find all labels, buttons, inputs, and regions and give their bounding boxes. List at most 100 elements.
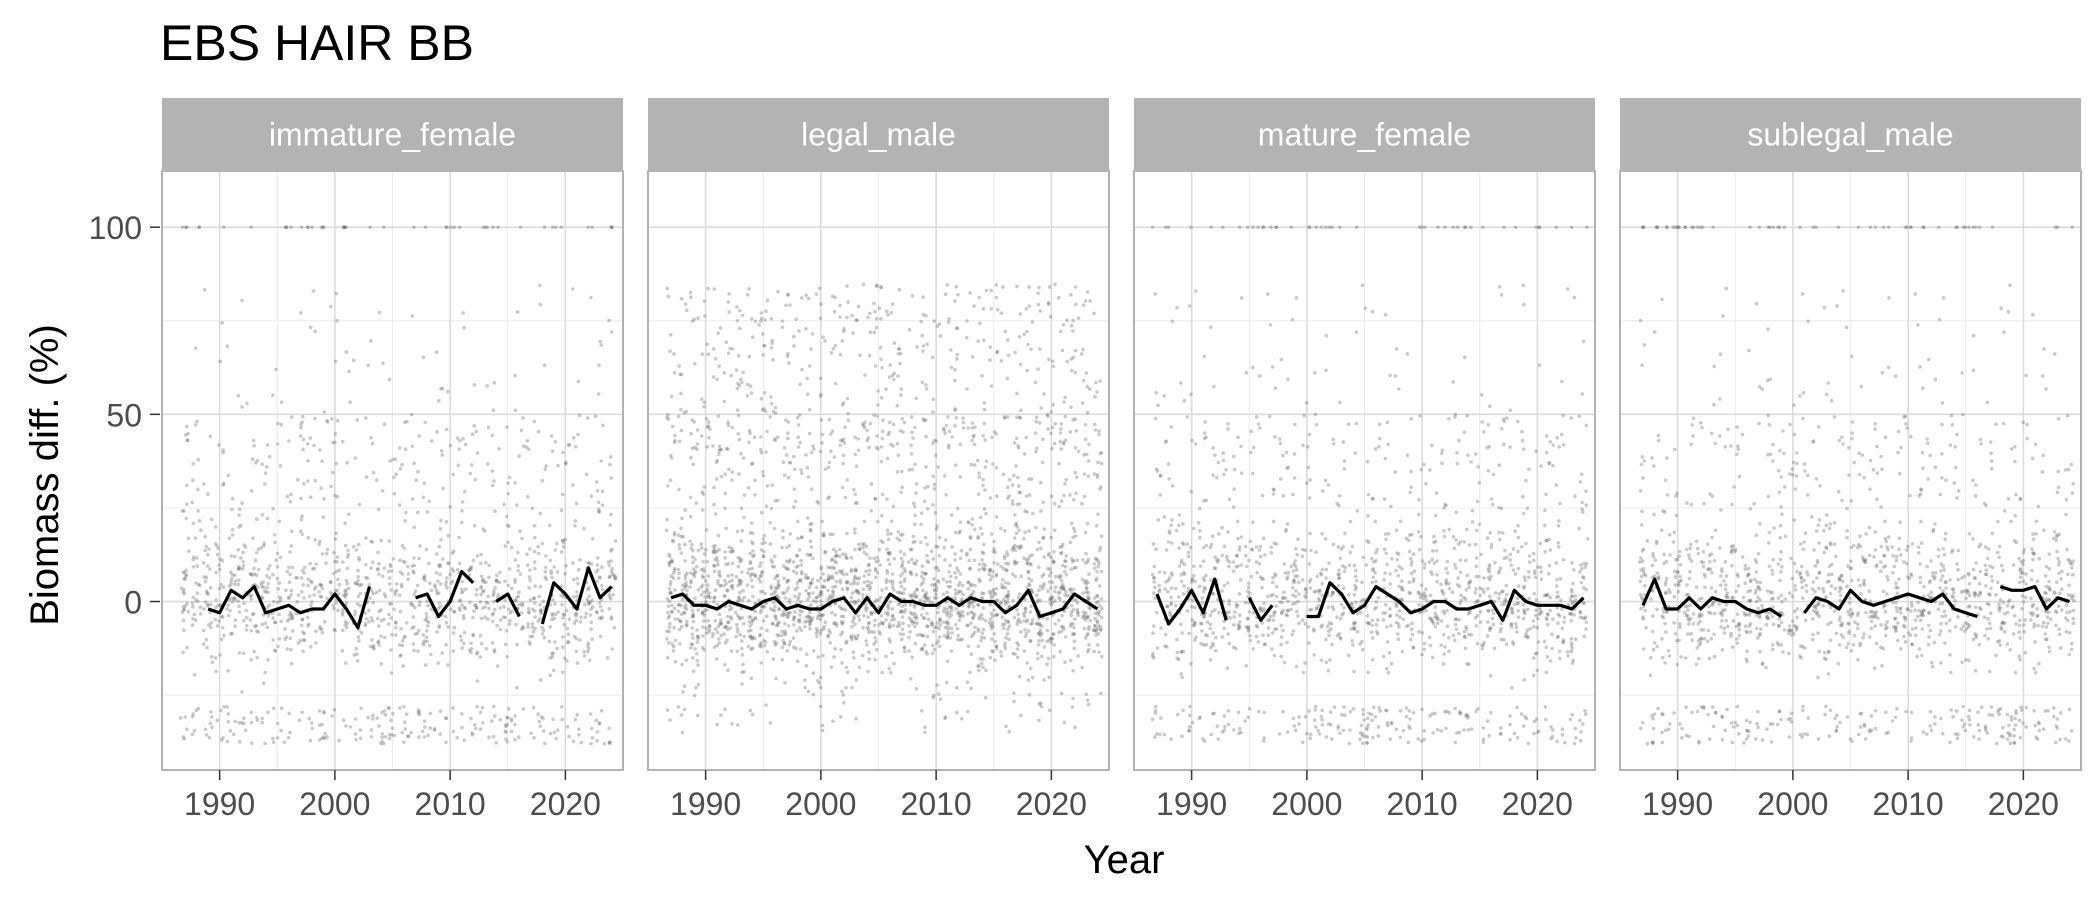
data-point: [878, 345, 883, 350]
data-point: [753, 573, 758, 577]
data-point: [1303, 548, 1307, 552]
data-point: [990, 637, 994, 641]
data-point: [498, 618, 503, 622]
data-point: [284, 225, 289, 229]
data-point: [1011, 598, 1015, 603]
data-point: [1202, 498, 1206, 503]
data-point: [690, 319, 695, 324]
data-point: [400, 462, 404, 467]
data-point: [1093, 428, 1098, 432]
data-point: [334, 569, 339, 574]
data-point: [1239, 296, 1244, 300]
data-point: [1181, 708, 1185, 713]
data-point: [1074, 491, 1078, 496]
data-point: [1308, 531, 1312, 536]
data-point: [1232, 615, 1236, 619]
data-point: [607, 592, 611, 597]
data-point: [716, 637, 721, 641]
data-point: [479, 586, 483, 590]
data-point: [266, 614, 271, 618]
data-point: [944, 492, 948, 497]
data-point: [579, 615, 583, 620]
data-point: [759, 561, 763, 565]
data-point: [185, 438, 190, 443]
data-point: [1291, 629, 1296, 633]
data-point: [913, 513, 917, 518]
data-point: [325, 420, 330, 424]
data-point: [358, 728, 363, 732]
data-point: [458, 598, 463, 602]
data-point: [958, 520, 963, 524]
data-point: [943, 538, 948, 542]
data-point: [263, 741, 267, 746]
data-point: [180, 610, 185, 615]
data-point: [422, 643, 426, 647]
data-point: [879, 459, 884, 464]
data-point: [942, 474, 947, 478]
data-point: [946, 627, 950, 632]
data-point: [237, 578, 241, 582]
data-point: [1053, 589, 1057, 594]
data-point: [983, 465, 988, 469]
data-point: [811, 671, 816, 675]
data-point: [806, 689, 811, 694]
data-point: [1053, 585, 1058, 590]
data-point: [1012, 440, 1017, 445]
data-point: [306, 225, 311, 229]
data-point: [328, 580, 333, 584]
data-point: [913, 522, 917, 527]
data-point: [505, 722, 509, 727]
data-point: [1038, 628, 1043, 632]
data-point: [490, 641, 495, 645]
data-point: [518, 529, 522, 533]
data-point: [786, 431, 790, 435]
data-point: [490, 619, 495, 624]
data-point: [690, 626, 694, 630]
series-line-segment: [495, 592, 521, 618]
data-point: [885, 309, 889, 314]
data-point: [892, 557, 897, 561]
data-point: [981, 483, 985, 488]
data-point: [1031, 511, 1035, 516]
data-point: [182, 509, 186, 513]
data-point: [530, 506, 535, 511]
data-point: [691, 619, 696, 624]
data-point: [482, 589, 486, 593]
data-point: [1049, 555, 1053, 560]
data-point: [1257, 548, 1262, 552]
data-point: [976, 603, 980, 607]
data-point: [455, 436, 460, 440]
data-point: [1072, 566, 1077, 570]
data-point: [841, 620, 845, 625]
data-point: [1211, 631, 1215, 635]
data-point: [540, 478, 545, 483]
data-point: [515, 685, 519, 690]
data-point: [509, 717, 513, 721]
data-point: [493, 509, 497, 513]
data-point: [244, 608, 249, 613]
data-point: [798, 578, 803, 582]
data-point: [461, 437, 465, 441]
data-point: [1047, 357, 1051, 362]
data-point: [862, 574, 866, 578]
data-point: [434, 552, 439, 556]
data-point: [1239, 535, 1244, 539]
data-point: [233, 579, 238, 583]
data-point: [1048, 586, 1053, 590]
data-point: [938, 334, 943, 338]
data-point: [1017, 617, 1021, 622]
data-point: [416, 711, 421, 715]
data-point: [380, 710, 384, 715]
data-point: [226, 712, 230, 716]
data-point: [567, 617, 572, 622]
data-point: [1316, 728, 1320, 733]
data-point: [583, 602, 587, 607]
data-point: [195, 591, 200, 595]
data-point: [921, 349, 925, 353]
data-point: [968, 670, 972, 675]
data-point: [1079, 352, 1084, 356]
data-point: [194, 598, 198, 602]
data-point: [690, 608, 695, 613]
data-point: [405, 419, 409, 424]
data-point: [808, 539, 813, 544]
